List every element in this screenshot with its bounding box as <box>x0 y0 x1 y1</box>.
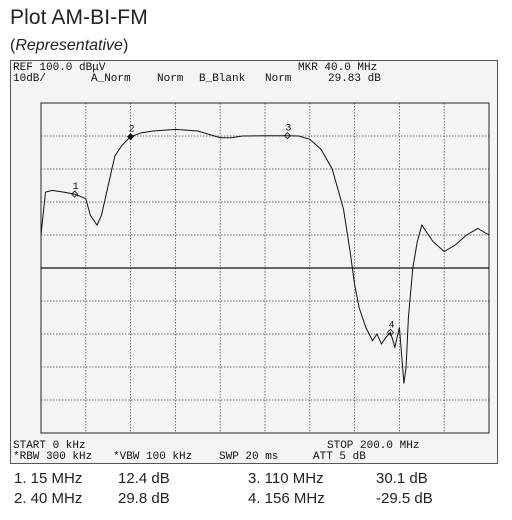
subtitle-close: ) <box>122 37 129 54</box>
marker-4-symbol <box>386 328 395 336</box>
marker-1-label: 1 <box>73 182 79 193</box>
trace-b-label: B_Blank <box>199 73 246 85</box>
marker-4-level: -29.5 dB <box>376 490 433 507</box>
page-title: Plot AM-BI-FM <box>10 6 148 29</box>
start-frequency: START 0 kHz <box>13 440 86 452</box>
trace-a-mode: Norm <box>157 73 184 85</box>
marker-3-freq: 3. 110 MHz <box>248 470 324 487</box>
spectrum-plot: 1 2 3 4 <box>11 61 499 465</box>
marker-2-freq: 2. 40 MHz <box>14 490 83 507</box>
marker-2-level: 29.8 dB <box>118 490 170 507</box>
marker-3-level: 30.1 dB <box>376 470 428 487</box>
marker-4-label: 4 <box>388 320 394 331</box>
marker-4-freq: 4. 156 MHz <box>248 490 325 507</box>
rbw-setting: *RBW 300 kHz <box>13 451 93 463</box>
marker-3-label: 3 <box>285 124 291 135</box>
marker-3-symbol <box>283 132 291 140</box>
marker-1-symbol <box>71 190 79 198</box>
sweep-setting: SWP 20 ms <box>219 451 279 463</box>
plot-background <box>11 61 499 465</box>
marker-2-symbol <box>127 133 135 141</box>
vbw-setting: *VBW 100 kHz <box>113 451 193 463</box>
analyzer-screen: REF 100.0 dBμV 10dB/ A_Norm Norm B_Blank… <box>10 60 498 464</box>
marker-1-freq: 1. 15 MHz <box>14 470 83 487</box>
spectrum-trace <box>40 128 490 384</box>
subtitle-text: Representative <box>15 37 123 54</box>
ref-level: REF 100.0 dBμV <box>13 62 106 74</box>
trace-a-label: A_Norm <box>91 73 131 85</box>
marker-frequency: MKR 40.0 MHz <box>298 62 378 74</box>
marker-1-level: 12.4 dB <box>118 470 170 487</box>
marker-2-label: 2 <box>129 125 135 136</box>
page-subtitle: (Representative) <box>10 37 128 55</box>
marker-symbols: 1 2 3 4 <box>71 124 395 336</box>
marker-level: 29.83 dB <box>328 73 381 85</box>
stop-frequency: STOP 200.0 MHz <box>327 440 420 452</box>
trace-b-mode: Norm <box>265 73 292 85</box>
attenuation-setting: ATT 5 dB <box>313 451 366 463</box>
subtitle-open: ( <box>10 37 16 54</box>
scale-per-div: 10dB/ <box>13 73 47 85</box>
